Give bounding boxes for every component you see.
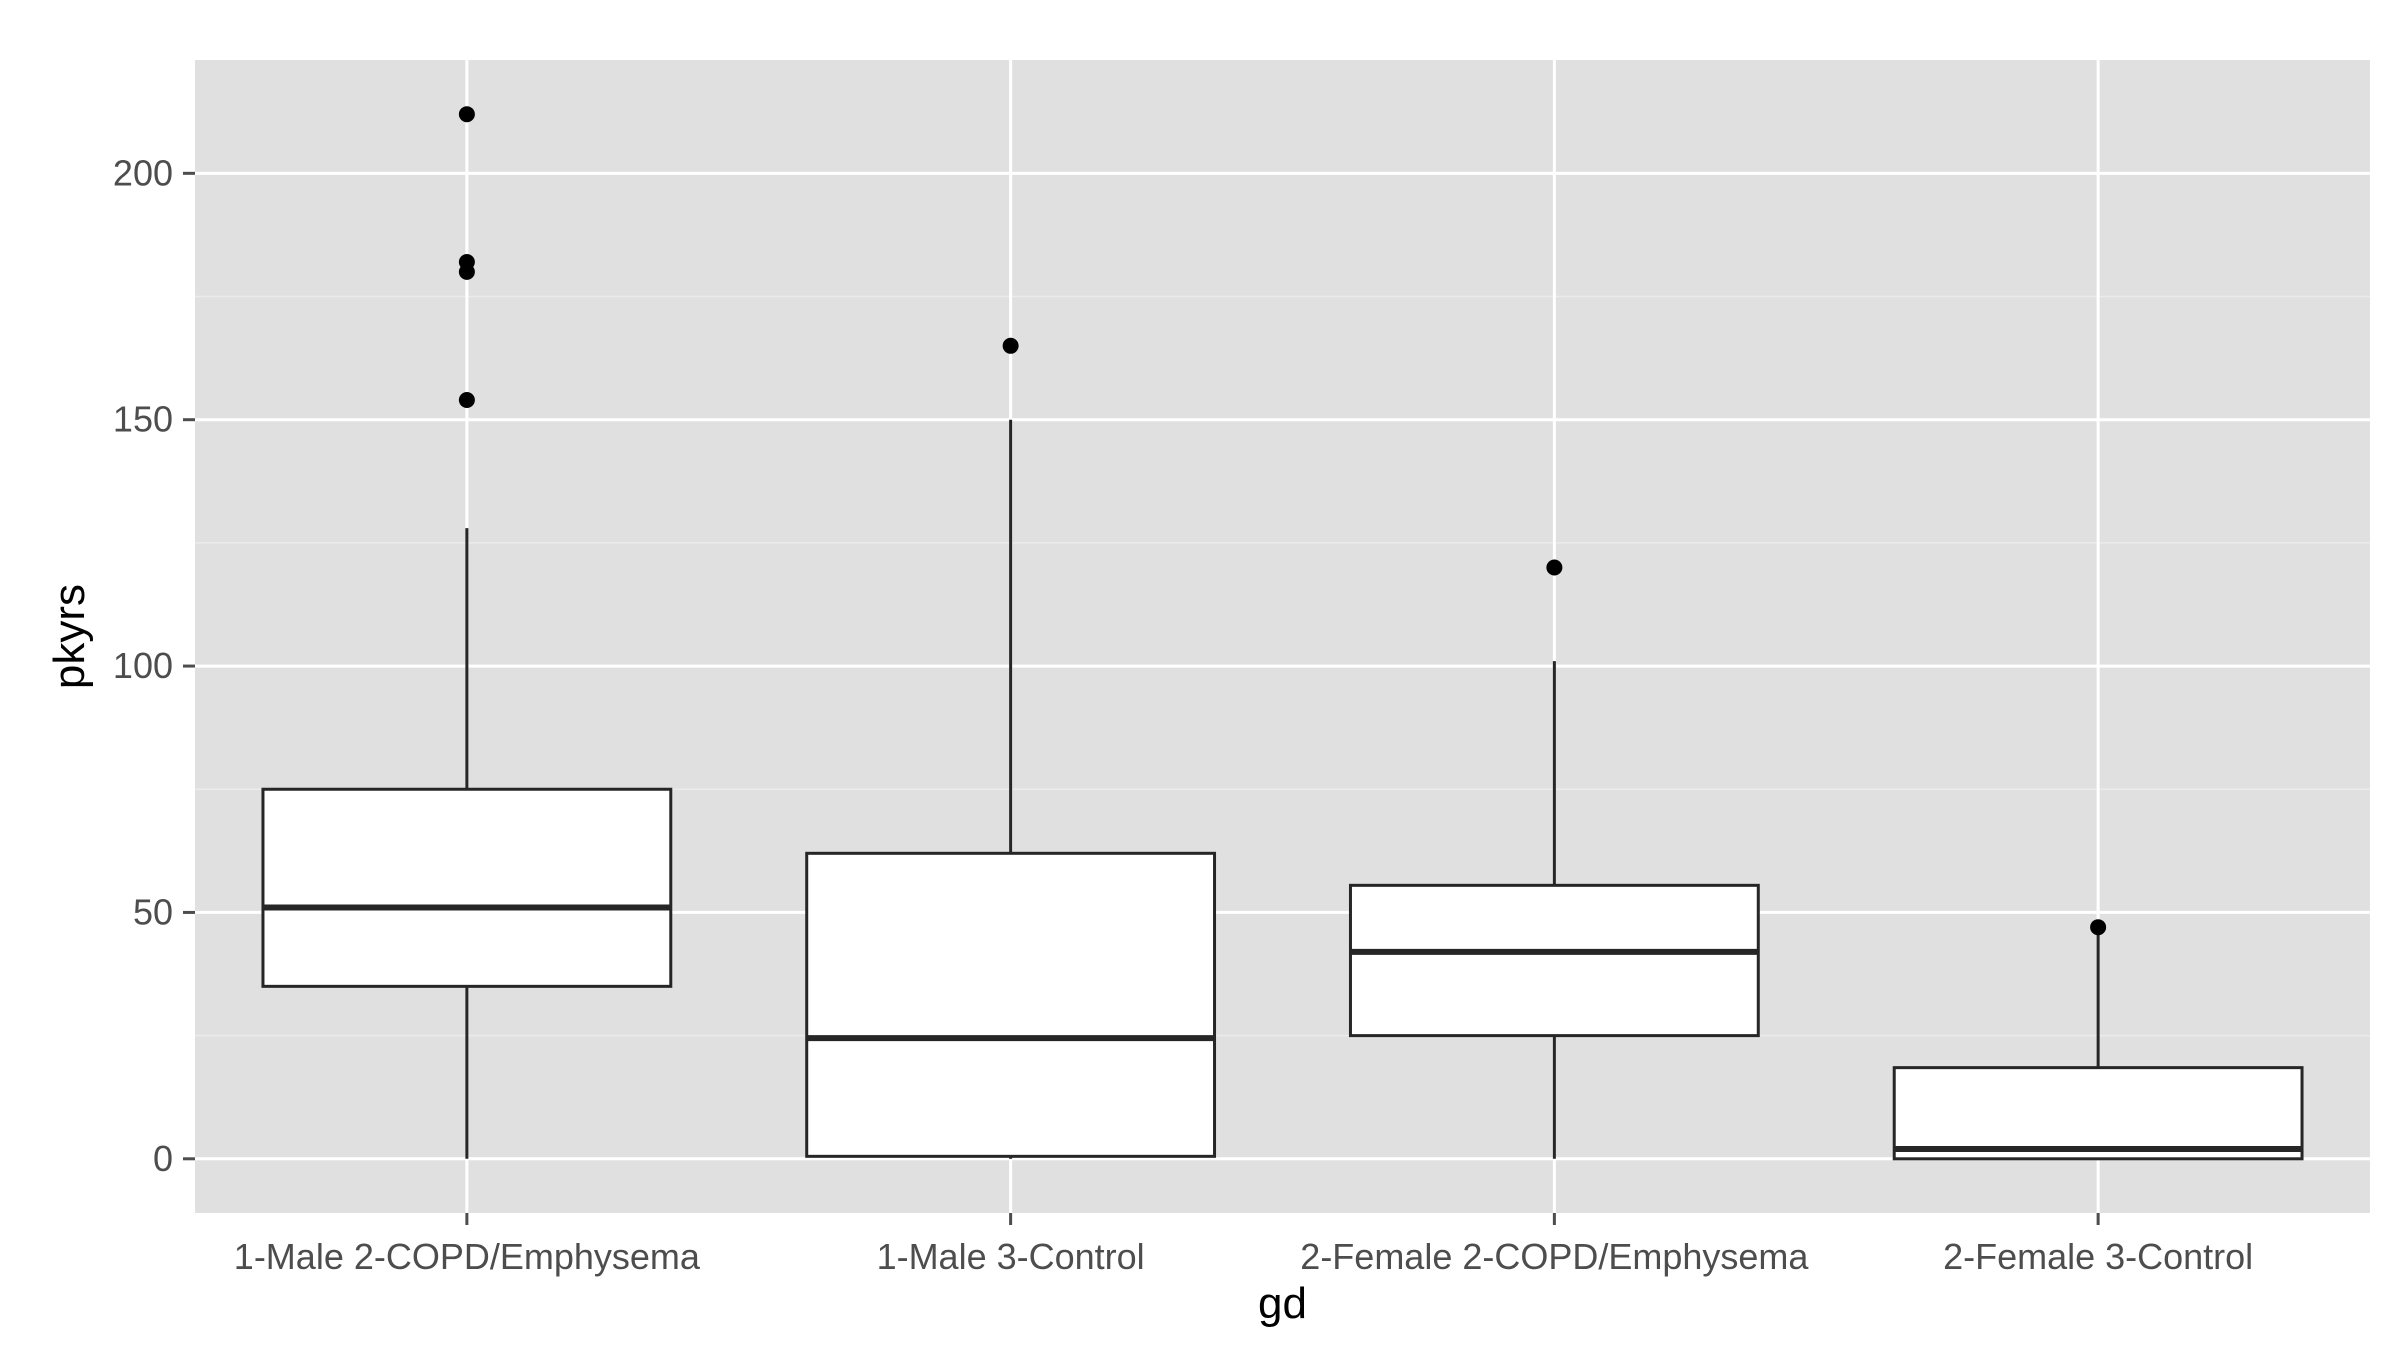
box-iqr xyxy=(805,851,1217,1158)
x-tick-label: 2-Female 3-Control xyxy=(1943,1236,2253,1277)
y-axis: 0 50 100 150 200 xyxy=(113,152,195,1179)
x-axis-title: gd xyxy=(1258,1279,1307,1328)
y-tick-label: 100 xyxy=(113,645,173,686)
box-series xyxy=(261,106,2304,1161)
x-tick-label: 1-Male 3-Control xyxy=(877,1236,1145,1277)
box-group xyxy=(261,106,673,1159)
y-axis-title: pkyrs xyxy=(45,584,94,689)
box-iqr xyxy=(1348,883,1760,1038)
box-iqr xyxy=(261,787,673,988)
y-tick-label: 50 xyxy=(133,891,173,932)
x-tick-label: 2-Female 2-COPD/Emphysema xyxy=(1300,1236,1809,1277)
y-tick-label: 0 xyxy=(153,1138,173,1179)
x-axis: 1-Male 2-COPD/Emphysema 1-Male 3-Control 2… xyxy=(234,1213,2253,1277)
outlier-point xyxy=(458,106,475,123)
plot-panel xyxy=(195,60,2370,1213)
x-tick-label: 1-Male 2-COPD/Emphysema xyxy=(234,1236,701,1277)
outlier-point xyxy=(1546,559,1563,576)
outlier-point xyxy=(2090,919,2107,936)
y-tick-label: 150 xyxy=(113,399,173,440)
outlier-point xyxy=(458,391,475,408)
box-group xyxy=(1892,919,2304,1161)
box-iqr xyxy=(1892,1066,2304,1161)
box-group xyxy=(1348,559,1760,1159)
y-tick-label: 200 xyxy=(113,152,173,193)
box-group xyxy=(805,337,1217,1159)
outlier-point xyxy=(1002,337,1019,354)
outlier-point xyxy=(458,254,475,271)
